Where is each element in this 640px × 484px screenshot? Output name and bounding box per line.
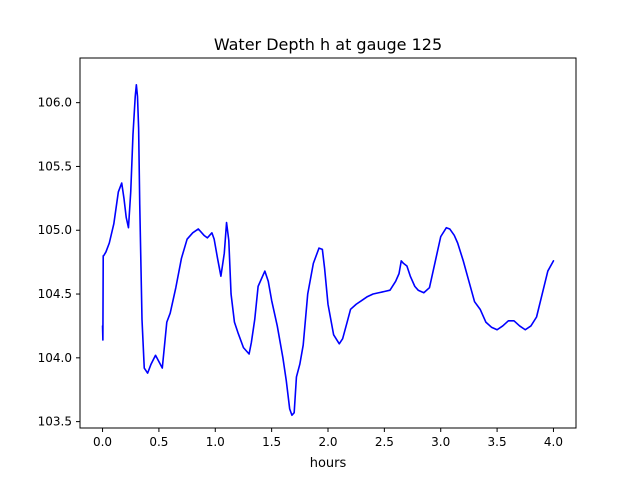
x-axis: 0.0 0.5 1.0 1.5 2.0 2.5 3.0 3.5 4.0 [93,428,563,449]
x-tick-label: 3.5 [488,435,507,449]
x-tick-label: 4.0 [544,435,563,449]
y-axis: 103.5 104.0 104.5 105.0 105.5 106.0 [38,96,80,429]
plot-area [101,83,555,417]
y-tick-label: 105.5 [38,159,72,173]
x-tick-label: 1.0 [206,435,225,449]
y-tick-label: 103.5 [38,415,72,429]
y-tick-label: 106.0 [38,96,72,110]
series-line-0 [101,83,555,417]
x-tick-label: 2.0 [318,435,337,449]
y-tick-label: 104.0 [38,351,72,365]
x-axis-label: hours [310,456,347,471]
x-tick-label: 0.5 [149,435,168,449]
y-tick-label: 104.5 [38,287,72,301]
x-tick-label: 0.0 [93,435,112,449]
x-tick-label: 1.5 [262,435,281,449]
y-tick-label: 105.0 [38,223,72,237]
chart-title: Water Depth h at gauge 125 [214,35,442,54]
x-tick-label: 3.0 [431,435,450,449]
axes-frame [79,57,577,429]
x-tick-label: 2.5 [375,435,394,449]
